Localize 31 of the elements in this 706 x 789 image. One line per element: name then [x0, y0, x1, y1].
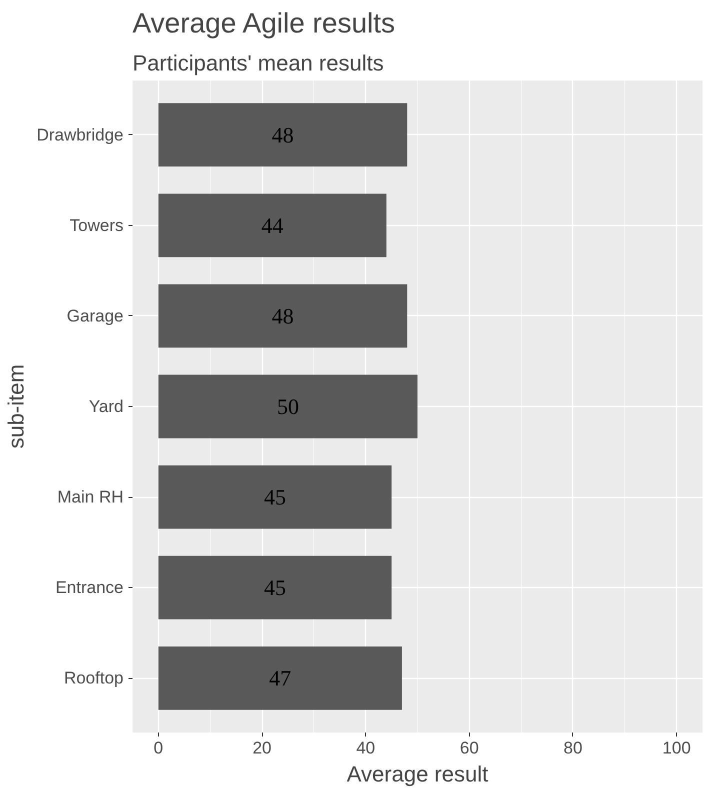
- x-tick-label: 100: [662, 738, 691, 758]
- chart-title: Average Agile results: [132, 8, 396, 38]
- x-tick-label: 80: [564, 738, 582, 758]
- data-label: 47: [269, 666, 292, 691]
- y-tick-label: Drawbridge: [36, 125, 124, 144]
- chart-subtitle: Participants' mean results: [132, 50, 384, 76]
- data-label: 44: [261, 212, 284, 238]
- data-label: 48: [272, 303, 294, 328]
- bar: [158, 284, 408, 348]
- bar: [158, 374, 418, 438]
- bar: [158, 646, 402, 710]
- bar: [158, 194, 386, 258]
- data-label: 45: [264, 575, 286, 600]
- data-label: 45: [264, 484, 286, 510]
- x-axis-title: Average result: [346, 762, 488, 786]
- y-tick-label: Towers: [70, 216, 124, 235]
- x-tick-label: 40: [356, 738, 376, 758]
- data-label: 48: [272, 122, 294, 148]
- y-tick-label: Entrance: [55, 578, 124, 598]
- y-tick-label: Garage: [66, 306, 124, 326]
- x-tick-label: 0: [154, 738, 164, 758]
- x-tick-label: 20: [252, 738, 272, 758]
- bar: [158, 103, 408, 167]
- bar: [158, 556, 392, 620]
- x-tick-label: 60: [460, 738, 479, 758]
- y-tick-label: Main RH: [57, 488, 124, 507]
- bar: [158, 465, 392, 529]
- y-tick-label: Yard: [88, 397, 124, 416]
- y-axis-title: sub-item: [4, 364, 29, 449]
- y-tick-label: Rooftop: [64, 668, 124, 688]
- data-label: 50: [276, 394, 299, 419]
